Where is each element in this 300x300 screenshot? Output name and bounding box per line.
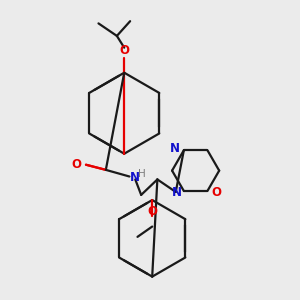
- Text: N: N: [170, 142, 180, 155]
- Text: O: O: [119, 44, 129, 56]
- Text: H: H: [138, 169, 146, 178]
- Text: O: O: [211, 186, 221, 199]
- Text: O: O: [71, 158, 82, 171]
- Text: N: N: [130, 172, 140, 184]
- Text: N: N: [172, 186, 182, 199]
- Text: O: O: [147, 205, 157, 218]
